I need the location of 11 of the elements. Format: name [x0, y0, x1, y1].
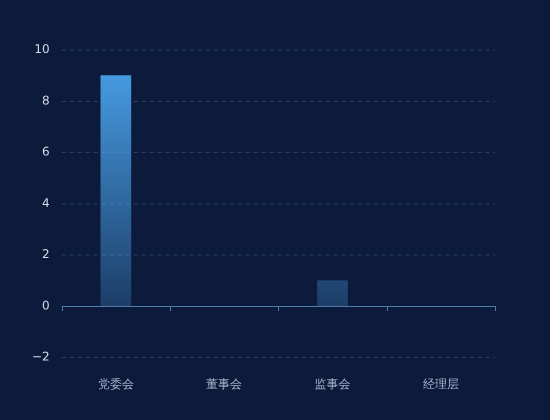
- x-tick-label: 监事会: [314, 376, 351, 391]
- x-tick-label: 经理层: [422, 376, 459, 391]
- y-tick-label: 10: [34, 42, 50, 56]
- y-tick-label: 4: [42, 196, 50, 210]
- y-tick-label: 2: [42, 247, 50, 262]
- y-tick-label: 0: [42, 298, 50, 312]
- y-tick-label: −2: [32, 350, 50, 364]
- x-tick-label: 党委会: [98, 376, 134, 391]
- x-tick-label: 董事会: [206, 376, 242, 391]
- y-tick-label: 6: [42, 144, 50, 159]
- y-tick-label: 8: [42, 93, 50, 108]
